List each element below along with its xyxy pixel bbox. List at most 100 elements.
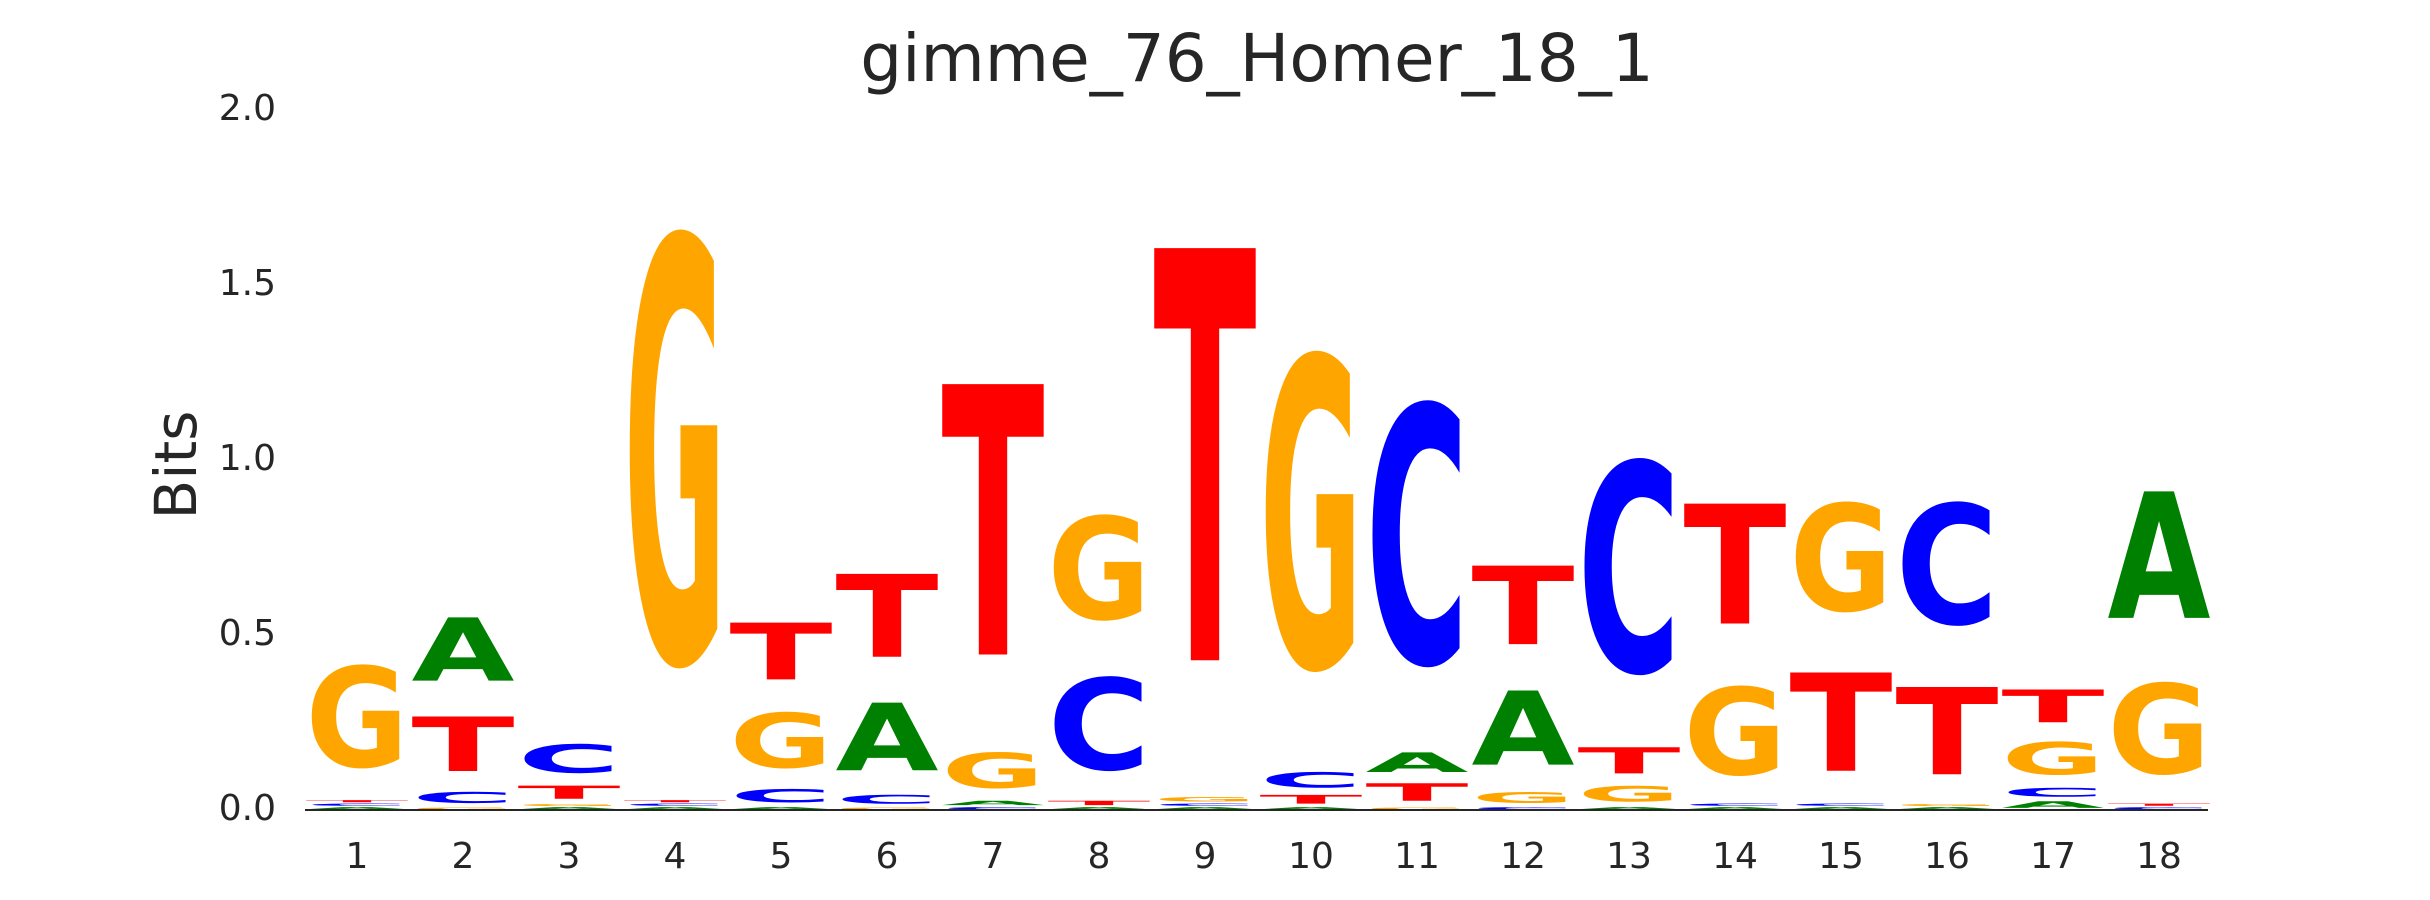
letter: A — [1790, 807, 1893, 810]
letter: T — [730, 608, 833, 698]
letter: T — [836, 551, 939, 684]
letter: A — [624, 807, 727, 810]
x-tick-label: 11 — [1394, 836, 1440, 877]
letter-group: C — [1366, 336, 1469, 746]
letter-group: T — [1578, 740, 1681, 782]
letter-group: C — [2108, 807, 2211, 810]
letter-group: G — [730, 699, 833, 786]
letter: G — [624, 123, 727, 799]
letter: C — [1154, 803, 1257, 806]
letter-group: T — [1790, 646, 1893, 803]
letter: C — [1790, 803, 1893, 806]
letter: C — [412, 789, 515, 807]
letter-group: A — [1366, 747, 1469, 778]
letter-group: C — [624, 803, 727, 806]
x-tick-label: 10 — [1288, 836, 1334, 877]
letter: T — [1366, 779, 1469, 807]
letter-group: G — [518, 803, 621, 806]
letter-group: C — [1578, 406, 1681, 740]
letter: A — [2002, 800, 2105, 810]
letter-group: G — [1048, 489, 1151, 653]
letter: A — [836, 685, 939, 793]
letter-group: C — [306, 803, 409, 806]
letter-group: C — [730, 786, 833, 807]
letter: C — [730, 786, 833, 807]
letter: G — [2002, 734, 2105, 786]
letter-group: G — [1896, 803, 1999, 806]
y-tick-label: 2.0 — [219, 88, 276, 129]
x-tick-label: 4 — [664, 836, 687, 877]
letter: G — [836, 807, 939, 810]
letter: T — [412, 702, 515, 789]
letter-group: A — [1154, 807, 1257, 810]
letter: C — [518, 737, 621, 782]
letter: A — [1154, 807, 1257, 810]
letter-group: T — [306, 800, 409, 803]
letter: C — [942, 807, 1045, 810]
letter-group: T — [1896, 664, 1999, 803]
y-tick-label: 0.5 — [219, 613, 276, 654]
x-tick-label: 13 — [1606, 836, 1652, 877]
letter: A — [1260, 807, 1363, 810]
letter-group: T — [1154, 136, 1258, 795]
letter-group: A — [306, 807, 409, 810]
letter: C — [1366, 336, 1469, 746]
letter-group: G — [1790, 475, 1893, 646]
letter: A — [306, 807, 409, 810]
letter: A — [1048, 807, 1151, 810]
letter: T — [1578, 740, 1681, 782]
letter-group: A — [1684, 807, 1787, 810]
letter-group: T — [2108, 803, 2211, 806]
letter: G — [1896, 803, 1999, 806]
letter-group: T — [730, 608, 833, 698]
letter: G — [2108, 661, 2211, 803]
x-tick-label: 16 — [1924, 836, 1970, 877]
x-tick-label: 6 — [876, 836, 899, 877]
letter: A — [412, 601, 515, 701]
letter-group: T — [1260, 793, 1363, 807]
x-tick-label: 2 — [452, 836, 475, 877]
letter-group: A — [624, 807, 727, 810]
letter-group: T — [1048, 800, 1151, 807]
letter: C — [624, 803, 727, 806]
letter-group: A — [1578, 807, 1681, 810]
letter-group: A — [836, 685, 939, 793]
letter-group: A — [1896, 807, 1999, 810]
y-tick-label: 1.0 — [219, 438, 276, 479]
letter-group: C — [2002, 786, 2105, 800]
letter: C — [2108, 807, 2211, 810]
letter: G — [1684, 663, 1787, 803]
letter-group: A — [1472, 670, 1575, 789]
letter: C — [1472, 807, 1575, 810]
x-tick-label: 9 — [1194, 836, 1217, 877]
letter-group: A — [1260, 807, 1363, 810]
letter-group: A — [2002, 800, 2105, 810]
letter-group: G — [412, 807, 515, 810]
letter: C — [1684, 803, 1787, 806]
letter-group: A — [1048, 807, 1151, 810]
letter-group: A — [1790, 807, 1893, 810]
letter: C — [2002, 786, 2105, 800]
x-tick-label: 3 — [558, 836, 581, 877]
letter-group: G — [1684, 663, 1787, 803]
letter: C — [306, 803, 409, 806]
letter: T — [518, 782, 621, 803]
letter: A — [1366, 747, 1469, 778]
x-tick-label: 12 — [1500, 836, 1546, 877]
letter: T — [1896, 664, 1999, 803]
letter-group: A — [518, 807, 621, 810]
x-tick-label: 8 — [1088, 836, 1111, 877]
letter-group: G — [942, 744, 1045, 799]
letter: T — [1154, 136, 1258, 795]
letter: T — [1048, 800, 1151, 807]
letter-group: C — [1048, 653, 1151, 799]
letter: G — [1154, 796, 1257, 803]
letter: C — [836, 793, 939, 807]
letter: C — [1578, 406, 1681, 740]
letter: A — [2108, 457, 2211, 659]
letter: A — [942, 800, 1045, 807]
x-tick-label: 14 — [1712, 836, 1758, 877]
letter-group: G — [836, 807, 939, 810]
letter: G — [1472, 789, 1575, 806]
x-tick-label: 18 — [2136, 836, 2182, 877]
